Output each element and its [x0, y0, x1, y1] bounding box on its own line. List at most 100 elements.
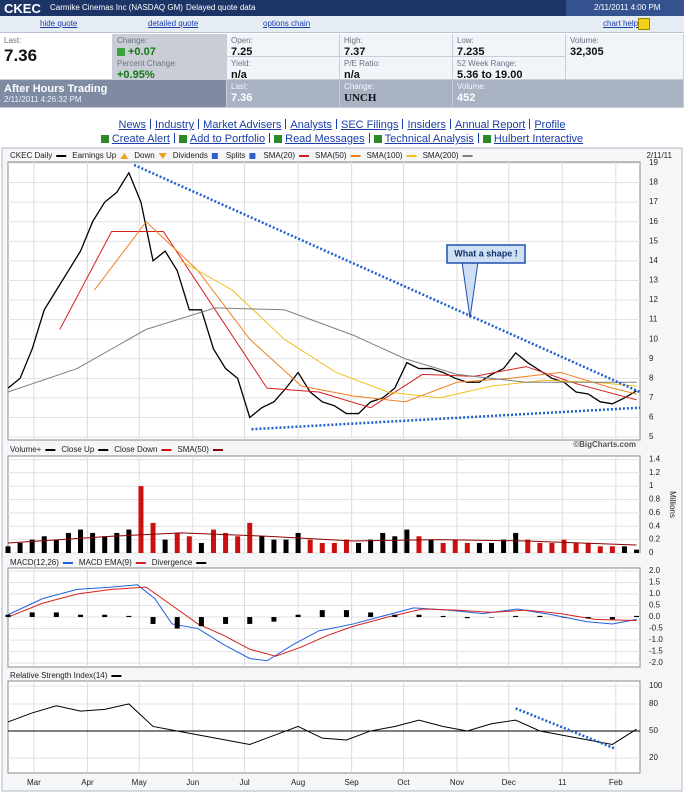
delay-note: Delayed quote data: [186, 3, 256, 12]
quote-value: 7.25: [231, 46, 253, 58]
bar: [392, 536, 398, 553]
bar: [513, 615, 519, 618]
nav-link[interactable]: options chain: [263, 19, 311, 28]
legend-label: SMA(20): [263, 151, 295, 160]
quote-cell: Percent Change: +0.95%: [113, 57, 227, 81]
bar: [29, 539, 35, 553]
x-tick-label: Dec: [502, 778, 516, 787]
bar: [537, 542, 543, 553]
link-icon: [100, 135, 109, 143]
after-hours-datetime: 2/11/2011 4:26:32 PM: [4, 95, 82, 104]
link[interactable]: Market Advisers: [203, 119, 282, 131]
bar: [476, 542, 482, 553]
link[interactable]: Add to Portfolio: [189, 133, 266, 145]
link[interactable]: Technical Analysis: [384, 133, 474, 145]
x-tick-label: Sep: [345, 778, 360, 787]
up-icon: [117, 48, 125, 56]
link[interactable]: Create Alert: [111, 133, 170, 145]
bar: [210, 529, 216, 553]
y-tick-label: 0.2: [649, 535, 661, 544]
after-hours-title: After Hours Trading: [4, 83, 108, 95]
x-tick-label: Oct: [397, 778, 410, 787]
y-tick-label: 16: [649, 217, 658, 226]
separator: [529, 119, 531, 129]
legend-label: Down: [134, 151, 154, 160]
x-tick-label: Mar: [27, 778, 41, 787]
bar: [41, 536, 47, 553]
legend-label: SMA(100): [367, 151, 403, 160]
series-line: [59, 231, 637, 409]
y-tick-label: -2.0: [649, 658, 663, 667]
link[interactable]: News: [118, 119, 147, 131]
link-icon: [274, 135, 283, 143]
legend-label: Earnings Up: [72, 151, 117, 160]
series-line: [7, 586, 637, 657]
y-tick-label: 1.4: [649, 454, 661, 463]
bar: [416, 614, 422, 618]
bar: [223, 617, 229, 624]
bar: [634, 549, 640, 553]
y-tick-label: 8: [649, 373, 654, 382]
quote-cell: Volume: 32,305: [566, 34, 684, 80]
nav-link[interactable]: hide quote: [40, 19, 78, 28]
quote-label: Change:: [117, 36, 148, 45]
y-tick-label: 0: [649, 548, 654, 557]
panel: [7, 567, 641, 668]
trendline: [251, 406, 641, 431]
bar: [537, 615, 543, 618]
series-line: [7, 171, 637, 419]
bar: [162, 539, 168, 553]
y-tick-label: 2.0: [649, 566, 661, 575]
link[interactable]: Hulbert Interactive: [493, 133, 584, 145]
bar: [65, 532, 71, 553]
bar: [428, 539, 434, 553]
quote-label: Low:: [457, 36, 474, 45]
bar: [29, 612, 35, 618]
y-tick-label: 0.4: [649, 521, 661, 530]
bar: [501, 539, 507, 553]
chart-date: 2/11/11: [646, 151, 672, 160]
link[interactable]: Profile: [534, 119, 566, 131]
link[interactable]: Insiders: [407, 119, 446, 131]
separator: [269, 133, 271, 143]
link[interactable]: Annual Report: [454, 119, 526, 131]
y-tick-label: 5: [649, 432, 654, 441]
y-tick-label: 15: [649, 236, 658, 245]
quote-label: High:: [344, 36, 363, 45]
nav-link[interactable]: detailed quote: [148, 19, 199, 28]
series-line: [7, 584, 637, 662]
series-line: [7, 307, 637, 393]
bar: [17, 542, 23, 553]
bar: [452, 539, 458, 553]
x-tick-label: 11: [558, 778, 567, 787]
quote-cell: High: 7.37: [340, 34, 453, 58]
bar: [223, 532, 229, 553]
y-tick-label: 13: [649, 276, 658, 285]
quote-value: UNCH: [344, 92, 377, 104]
bar: [174, 617, 180, 629]
bar: [525, 539, 531, 553]
quote-value: +0.07: [128, 46, 156, 58]
bar: [585, 617, 591, 619]
panel: [7, 455, 641, 554]
link[interactable]: Industry: [155, 119, 195, 131]
bar: [368, 539, 374, 553]
y-tick-label: 6: [649, 413, 654, 422]
bar: [331, 542, 337, 553]
legend-label: SMA(50): [177, 445, 209, 454]
bar: [392, 614, 398, 618]
bar: [235, 536, 241, 553]
legend-label: Dividends: [173, 151, 208, 160]
link[interactable]: Analysts: [290, 119, 332, 131]
y-tick-label: 80: [649, 699, 658, 708]
quote-value: 5.36 to 19.00: [457, 69, 523, 81]
help-icon[interactable]: [638, 18, 650, 30]
y-tick-label: 0.6: [649, 508, 661, 517]
bar: [53, 612, 59, 618]
quote-value: 32,305: [570, 46, 604, 58]
separator: [198, 119, 200, 129]
link[interactable]: Read Messages: [285, 133, 365, 145]
link[interactable]: SEC Filings: [340, 119, 399, 131]
y-tick-label: 1.2: [649, 468, 661, 477]
nav-link[interactable]: chart help: [603, 19, 639, 28]
